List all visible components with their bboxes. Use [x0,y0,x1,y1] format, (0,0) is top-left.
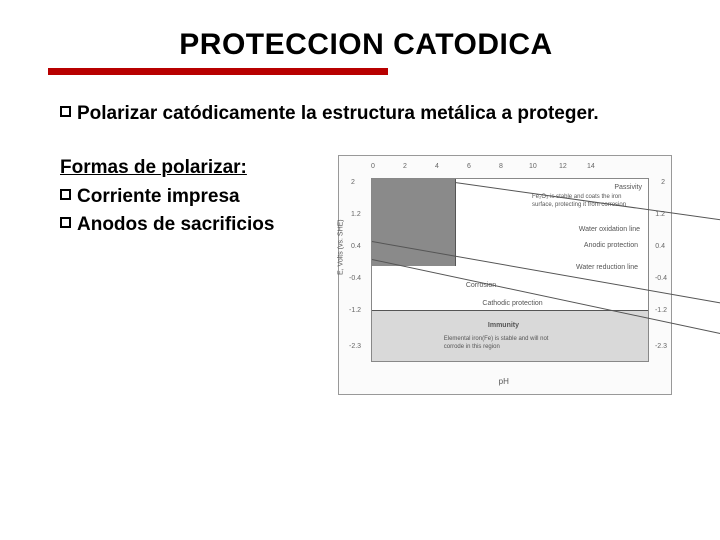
forma-label: Anodos de sacrificios [77,212,274,238]
xtick: 4 [435,162,439,171]
ytick: 1.2 [351,210,361,219]
label-passivity-note: Fe₂O₃ is stable and coats the iron surfa… [532,193,642,209]
slide-container: PROTECCION CATODICA Polarizar catódicame… [0,0,720,540]
label-water-ox: Water oxidation line [579,225,640,234]
ytick: 2 [351,178,355,187]
label-immunity-note: Elemental iron(Fe) is stable and will no… [444,335,564,351]
ytick-r: -1.2 [655,306,667,315]
y-axis-label: E, Volts (vs. SHE) [336,219,345,275]
xtick: 2 [403,162,407,171]
two-column-layout: Formas de polarizar: Corriente impresa A… [60,155,672,395]
ytick-r: -0.4 [655,274,667,283]
xtick: 10 [529,162,537,171]
left-column: Formas de polarizar: Corriente impresa A… [60,155,320,240]
x-axis-label: pH [499,377,509,388]
slide-title: PROTECCION CATODICA [60,28,672,62]
label-anodic: Anodic protection [584,241,638,250]
pourbaix-diagram: 0 2 4 6 8 10 12 14 2 1.2 0.4 -0.4 -1.2 -… [338,155,672,395]
content-area: Polarizar catódicamente la estructura me… [60,101,672,395]
immunity-boundary [372,310,648,311]
ytick: -2.3 [349,342,361,351]
forma-item-0: Corriente impresa [60,184,320,210]
xtick: 14 [587,162,595,171]
ytick-r: 2 [661,178,665,187]
label-passivity: Passivity [614,183,642,192]
forma-label: Corriente impresa [77,184,240,210]
square-bullet-icon [60,217,71,228]
ytick: 0.4 [351,242,361,251]
spacer [60,127,672,155]
ytick: -0.4 [349,274,361,283]
forma-item-1: Anodos de sacrificios [60,212,320,238]
xtick: 0 [371,162,375,171]
xtick: 8 [499,162,503,171]
ytick: -1.2 [349,306,361,315]
ytick-r: -2.3 [655,342,667,351]
title-underline [48,68,388,75]
label-cathodic: Cathodic protection [482,299,542,308]
diagram-inner: 0 2 4 6 8 10 12 14 2 1.2 0.4 -0.4 -1.2 -… [347,164,663,386]
plot-area: Passivity Fe₂O₃ is stable and coats the … [371,178,649,362]
description-text: Polarizar catódicamente la estructura me… [77,101,599,127]
formas-header: Formas de polarizar: [60,155,320,181]
label-corrosion: Corrosion [466,281,496,290]
water-oxidation-line [372,241,720,309]
xtick: 12 [559,162,567,171]
ytick-r: 0.4 [655,242,665,251]
vertical-boundary [455,179,456,266]
label-water-red: Water reduction line [576,263,638,272]
label-immunity: Immunity [488,321,519,330]
xtick: 6 [467,162,471,171]
square-bullet-icon [60,189,71,200]
square-bullet-icon [60,106,71,117]
description-line: Polarizar catódicamente la estructura me… [60,101,672,127]
